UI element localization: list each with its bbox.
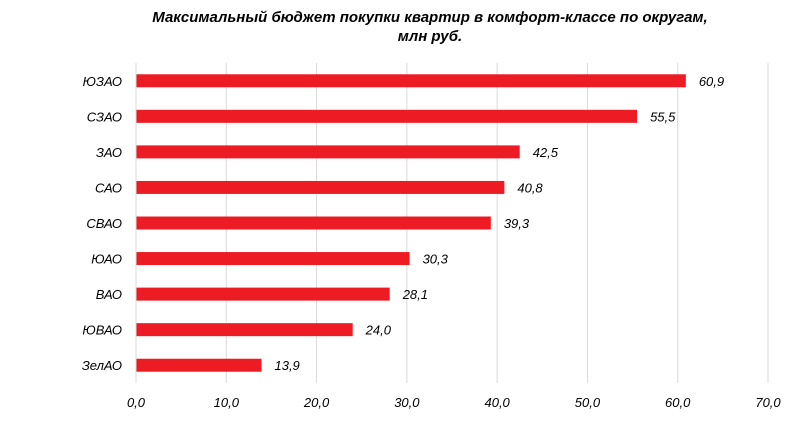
x-tick-label: 30,0 <box>394 395 420 410</box>
x-tick-label: 50,0 <box>575 395 601 410</box>
bar-8 <box>136 358 262 372</box>
value-label: 39,3 <box>504 216 530 231</box>
bar-6 <box>136 287 390 301</box>
category-label: ЗелАО <box>82 358 122 373</box>
value-label: 13,9 <box>274 358 299 373</box>
category-label: ЗАО <box>96 145 122 160</box>
value-label: 30,3 <box>423 252 449 267</box>
bar-7 <box>136 323 353 337</box>
bar-5 <box>136 252 410 266</box>
bar-3 <box>136 180 505 194</box>
x-tick-label: 70,0 <box>755 395 781 410</box>
category-label: СЗАО <box>87 109 122 124</box>
value-label: 42,5 <box>533 145 559 160</box>
x-tick-label: 0,0 <box>127 395 146 410</box>
chart-title: Максимальный бюджет покупки квартир в ко… <box>110 8 750 46</box>
chart-title-line-2: млн руб. <box>397 28 463 45</box>
value-label: 55,5 <box>650 109 676 124</box>
x-tick-label: 10,0 <box>214 395 240 410</box>
category-label: ЮЗАО <box>83 74 122 89</box>
x-tick-label: 20,0 <box>303 395 330 410</box>
category-label: ЮВАО <box>82 323 122 338</box>
x-tick-label: 40,0 <box>484 395 510 410</box>
x-tick-label: 60,0 <box>665 395 691 410</box>
category-label: САО <box>95 180 122 195</box>
value-label: 40,8 <box>517 180 543 195</box>
bar-1 <box>136 109 638 123</box>
value-label: 28,1 <box>402 287 428 302</box>
bar-0 <box>136 74 686 88</box>
bar-4 <box>136 216 491 230</box>
bar-2 <box>136 145 520 159</box>
value-label: 24,0 <box>365 323 392 338</box>
category-label: ЮАО <box>91 252 122 267</box>
category-label: СВАО <box>86 216 122 231</box>
category-label: ВАО <box>96 287 122 302</box>
value-label: 60,9 <box>699 74 724 89</box>
chart-title-line-1: Максимальный бюджет покупки квартир в ко… <box>152 9 708 26</box>
